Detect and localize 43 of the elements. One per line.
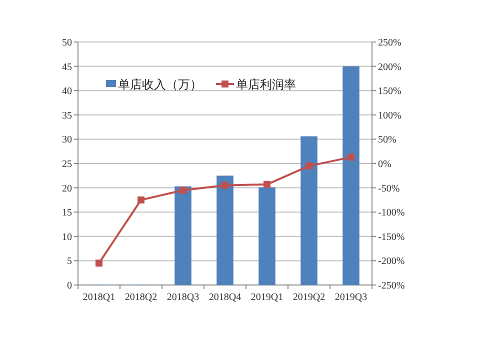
x-tick-label: 2018Q4 xyxy=(208,292,242,303)
y2-tick-label: -100% xyxy=(378,208,405,219)
x-tick-label: 2019Q2 xyxy=(292,292,326,303)
y2-tick-label: 50% xyxy=(378,134,396,146)
point xyxy=(306,162,312,170)
x-tick-label: 2019Q3 xyxy=(334,292,368,303)
legend-label: 单店利润率 xyxy=(236,78,296,92)
y2-tick-label: 200% xyxy=(378,62,402,73)
point xyxy=(264,180,270,188)
y-tick-label: 50 xyxy=(62,38,72,48)
bar xyxy=(174,186,192,285)
bar xyxy=(216,176,234,285)
y-tick-label: 20 xyxy=(62,183,72,194)
y-tick-label: 45 xyxy=(62,62,72,73)
point xyxy=(96,260,102,267)
y-tick-label: 5 xyxy=(67,256,72,268)
point xyxy=(180,186,186,194)
point xyxy=(222,182,228,189)
y2-tick-label: 250% xyxy=(378,38,402,48)
y2-tick-label: 0% xyxy=(378,159,392,170)
y2-tick-label: -50% xyxy=(378,183,400,194)
x-tick-label: 2018Q1 xyxy=(82,292,116,303)
point xyxy=(138,196,144,204)
bar xyxy=(342,66,360,285)
x-tick-label: 2019Q1 xyxy=(250,292,284,303)
point xyxy=(348,154,354,161)
bar xyxy=(300,136,318,285)
x-tick-label: 2018Q2 xyxy=(124,292,158,303)
y-tick-label: 25 xyxy=(62,159,72,170)
y-tick-label: 35 xyxy=(62,110,72,122)
y-tick-label: 0 xyxy=(67,280,72,292)
y2-tick-label: -150% xyxy=(378,232,405,243)
y2-tick-label: -200% xyxy=(378,256,405,268)
legend-label: 单店收入（万） xyxy=(118,78,202,92)
y2-tick-label: 150% xyxy=(378,86,402,98)
y-tick-label: 10 xyxy=(62,232,72,243)
y2-tick-label: -250% xyxy=(378,280,405,292)
y-tick-label: 30 xyxy=(62,134,72,146)
y2-tick-label: 100% xyxy=(378,110,402,122)
bar xyxy=(258,187,276,285)
y-tick-label: 40 xyxy=(62,86,72,98)
y-tick-label: 15 xyxy=(62,208,72,219)
x-tick-label: 2018Q3 xyxy=(166,292,200,303)
